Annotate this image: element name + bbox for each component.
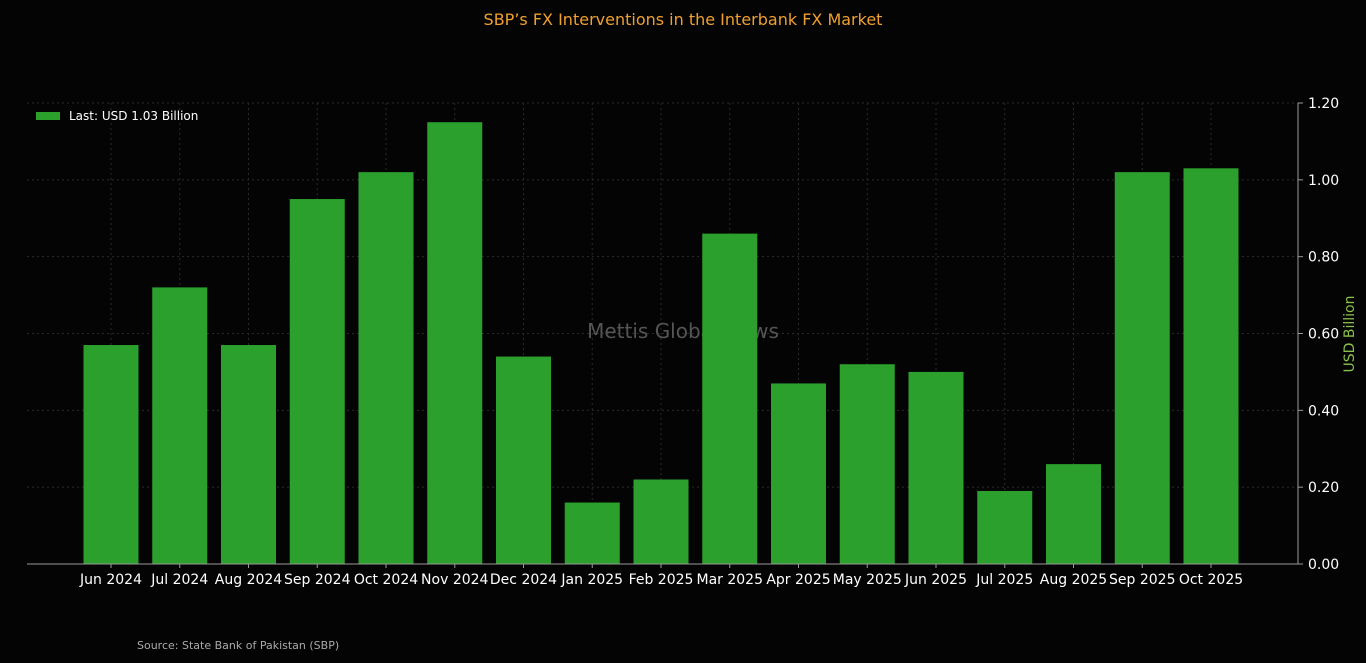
bar-jul-2025 — [977, 491, 1033, 564]
bar-jun-2024 — [83, 345, 139, 564]
x-tick-labels: Jun 2024 Jul 2024 Aug 2024 Sep 2024 Oct 2024… — [79, 564, 1243, 588]
bars-group — [83, 122, 1239, 564]
x-tick-label: Sep 2025 — [1109, 572, 1175, 588]
x-tick-label: Jan 2025 — [560, 572, 623, 588]
x-tick-label: Dec 2024 — [490, 572, 557, 588]
legend-swatch — [36, 112, 60, 120]
bar-sep-2025 — [1114, 172, 1170, 564]
y-tick-label: 1.20 — [1308, 96, 1339, 112]
x-tick-label: Sep 2024 — [284, 572, 351, 588]
chart-title: SBP’s FX Interventions in the Interbank … — [483, 10, 883, 29]
bar-aug-2024 — [221, 345, 276, 564]
x-tick-label: Jun 2024 — [79, 572, 142, 588]
y-tick-label: 0.40 — [1308, 403, 1339, 419]
x-tick-label: Aug 2025 — [1040, 572, 1107, 588]
y-tick-labels: 0.00 0.20 0.40 0.60 0.80 1.00 1.20 — [1298, 96, 1339, 573]
source-note: Source: State Bank of Pakistan (SBP) — [137, 639, 340, 652]
bar-feb-2025 — [633, 479, 689, 564]
x-tick-label: Apr 2025 — [766, 572, 830, 588]
y-axis-label: USD Billion — [1342, 296, 1358, 373]
bar-dec-2024 — [496, 356, 551, 564]
y-tick-label: 0.60 — [1308, 327, 1339, 343]
y-tick-label: 0.20 — [1308, 480, 1339, 496]
bar-apr-2025 — [771, 383, 826, 564]
x-tick-label: Aug 2024 — [215, 572, 283, 588]
x-tick-label: Mar 2025 — [697, 572, 764, 588]
y-tick-label: 1.00 — [1308, 173, 1339, 189]
bar-mar-2025 — [702, 233, 758, 564]
bar-oct-2024 — [358, 172, 414, 564]
x-tick-label: Feb 2025 — [629, 572, 694, 588]
bar-nov-2024 — [427, 122, 483, 564]
bar-jul-2024 — [152, 287, 208, 564]
bar-oct-2025 — [1183, 168, 1239, 564]
y-tick-label: 0.00 — [1308, 557, 1339, 573]
x-tick-label: Nov 2024 — [421, 572, 488, 588]
bar-aug-2025 — [1046, 464, 1101, 564]
x-tick-label: Jun 2025 — [904, 572, 967, 588]
x-tick-label: Oct 2025 — [1179, 572, 1243, 588]
bar-jan-2025 — [564, 502, 620, 564]
legend-label: Last: USD 1.03 Billion — [69, 109, 198, 123]
x-tick-label: Jul 2025 — [975, 572, 1033, 588]
legend: Last: USD 1.03 Billion — [36, 109, 198, 123]
x-tick-label: Jul 2024 — [150, 572, 208, 588]
x-tick-label: Oct 2024 — [354, 572, 418, 588]
y-tick-label: 0.80 — [1308, 250, 1339, 266]
bar-may-2025 — [839, 364, 895, 564]
bar-sep-2024 — [289, 199, 345, 564]
bar-jun-2025 — [908, 371, 964, 564]
x-tick-label: May 2025 — [833, 572, 902, 588]
